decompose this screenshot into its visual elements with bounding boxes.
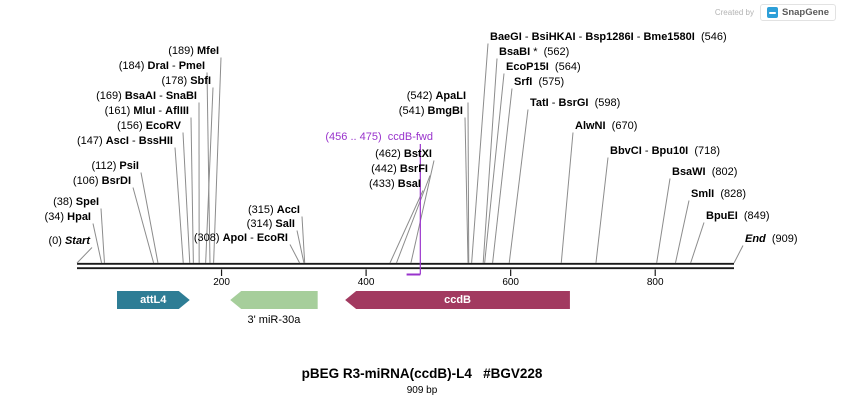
enzyme-site-label[interactable]: (178) SbfI [161, 75, 211, 87]
enzyme-site-label[interactable]: (38) SpeI [53, 196, 99, 208]
enzyme-site-label[interactable]: (542) ApaLI [406, 90, 466, 102]
leader-line [464, 117, 469, 264]
leader-line [395, 175, 431, 264]
leader-line [205, 87, 214, 264]
enzyme-site-label[interactable]: (106) BsrDI [72, 175, 131, 187]
leader-line [92, 223, 103, 264]
map-terminal-label: End (909) [745, 233, 798, 245]
enzyme-site-label[interactable]: (184) DraI - PmeI [118, 60, 205, 72]
leader-line [560, 132, 574, 264]
enzyme-site-label[interactable]: (541) BmgBI [398, 105, 463, 117]
tick-label: 400 [357, 277, 375, 288]
tick-label: 800 [646, 277, 664, 288]
feature-ccdb[interactable]: ccdB [345, 291, 570, 309]
leader-line [174, 147, 184, 264]
leader-line [213, 57, 222, 264]
leader-line [492, 88, 513, 264]
leader-line [467, 102, 470, 264]
enzyme-site-label[interactable]: (442) BsrFI [371, 163, 428, 175]
enzyme-site-label[interactable]: (462) BstXI [375, 148, 432, 160]
enzyme-site-label[interactable]: (433) BsaI [369, 178, 421, 190]
enzyme-site-label[interactable]: (169) BsaAI - SnaBI [96, 90, 197, 102]
enzyme-site-label[interactable]: TatI - BsrGI (598) [530, 97, 621, 109]
feature-3-mir-30a[interactable] [230, 291, 318, 309]
feature-attl4[interactable]: attL4 [117, 291, 190, 309]
leader-line [410, 160, 435, 264]
branding: Created by SnapGene [715, 4, 836, 21]
leader-line [76, 247, 93, 264]
enzyme-site-label[interactable]: (314) SalI [246, 218, 295, 230]
map-length: 909 bp [406, 385, 438, 396]
enzyme-site-label[interactable]: AlwNI (670) [575, 120, 638, 132]
leader-line [190, 117, 194, 264]
enzyme-site-label[interactable]: BaeGI - BsiHKAI - Bsp1286I - Bme1580I (5… [490, 31, 727, 43]
leader-line [690, 222, 705, 264]
leader-line [100, 208, 105, 264]
leader-line [389, 190, 424, 264]
enzyme-site-label[interactable]: BpuEI (849) [706, 210, 770, 222]
leader-line [508, 109, 529, 264]
primer-label[interactable]: (456 .. 475) ccdB-fwd [325, 131, 433, 143]
enzyme-site-label[interactable]: EcoP15I (564) [506, 61, 581, 73]
leader-line [296, 230, 305, 264]
leader-line [484, 73, 505, 264]
leader-line [140, 172, 159, 264]
leader-line [733, 245, 744, 264]
leader-line [206, 72, 211, 264]
snapgene-badge[interactable]: SnapGene [760, 4, 836, 21]
enzyme-site-label[interactable]: BsaBI * (562) [499, 46, 570, 58]
leader-line [471, 43, 489, 264]
snapgene-logo-text: SnapGene [782, 7, 829, 18]
created-by-text: Created by [714, 8, 754, 17]
tick-label: 200 [213, 277, 230, 288]
tick-label: 600 [502, 277, 519, 288]
enzyme-site-label[interactable]: (147) AscI - BssHII [76, 135, 173, 147]
map-terminal-label: (0) Start [48, 235, 90, 247]
snapgene-logo-icon [767, 7, 778, 18]
enzyme-site-label[interactable]: (189) MfeI [168, 45, 219, 57]
map-title: pBEG R3-miRNA(ccdB)-L4 #BGV228 [301, 366, 543, 381]
leader-line [132, 187, 155, 264]
enzyme-site-label[interactable]: (34) HpaI [44, 211, 91, 223]
feature-label: 3' miR-30a [247, 314, 301, 326]
enzyme-site-label[interactable]: (161) MluI - AflIII [104, 105, 189, 117]
enzyme-site-label[interactable]: (112) PsiI [91, 160, 140, 172]
leader-line [182, 132, 191, 264]
enzyme-site-label[interactable]: BbvCI - Bpu10I (718) [610, 145, 721, 157]
enzyme-site-label[interactable]: SmlI (828) [691, 188, 747, 200]
leader-line [595, 157, 609, 264]
enzyme-site-label[interactable]: BsaWI (802) [672, 166, 738, 178]
enzyme-site-label[interactable]: (156) EcoRV [116, 120, 181, 132]
leader-line [674, 200, 690, 264]
enzyme-site-label[interactable]: SrfI (575) [514, 76, 565, 88]
leader-line [289, 244, 301, 264]
enzyme-site-label[interactable]: (315) AccI [248, 204, 300, 216]
enzyme-site-label[interactable]: (308) ApoI - EcoRI [193, 232, 288, 244]
leader-line [482, 58, 498, 264]
leader-line [656, 178, 671, 264]
leader-line [301, 216, 306, 264]
